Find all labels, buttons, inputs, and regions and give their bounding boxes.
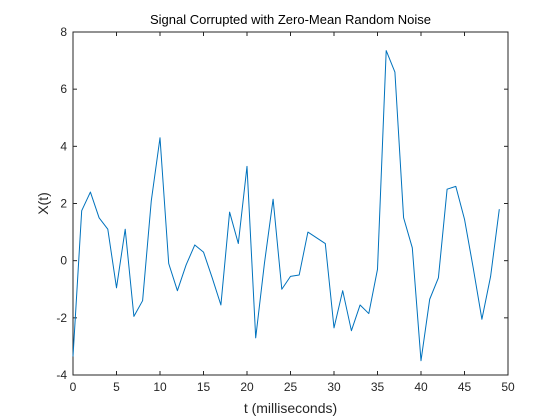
x-tick-label: 35 — [371, 380, 385, 394]
y-tick-label: -4 — [56, 368, 67, 382]
y-tick-label: 4 — [60, 139, 67, 153]
y-tick-label: 6 — [60, 82, 67, 96]
x-tick-label: 15 — [197, 380, 211, 394]
y-axis-label: X(t) — [35, 192, 51, 215]
axis-ticks — [72, 31, 509, 376]
x-tick-label: 30 — [327, 380, 341, 394]
axis-tick-labels: 0 5 10 15 20 25 30 35 40 45 50 -4 -2 0 2 4 6 8 — [56, 25, 515, 394]
plot-area — [72, 31, 509, 376]
x-tick-label: 10 — [153, 380, 167, 394]
y-tick-label: 2 — [60, 197, 67, 211]
x-tick-label: 20 — [240, 380, 254, 394]
x-tick-label: 40 — [414, 380, 428, 394]
x-tick-label: 45 — [458, 380, 472, 394]
y-tick-label: 0 — [60, 254, 67, 268]
y-tick-label: 8 — [60, 25, 67, 39]
x-tick-label: 5 — [113, 380, 120, 394]
chart-title: Signal Corrupted with Zero-Mean Random N… — [150, 12, 431, 27]
y-tick-label: -2 — [56, 311, 67, 325]
series-line — [72, 50, 500, 362]
x-tick-label: 50 — [501, 380, 515, 394]
x-tick-label: 0 — [70, 380, 77, 394]
x-axis-label: t (milliseconds) — [244, 400, 337, 416]
x-tick-label: 25 — [284, 380, 298, 394]
